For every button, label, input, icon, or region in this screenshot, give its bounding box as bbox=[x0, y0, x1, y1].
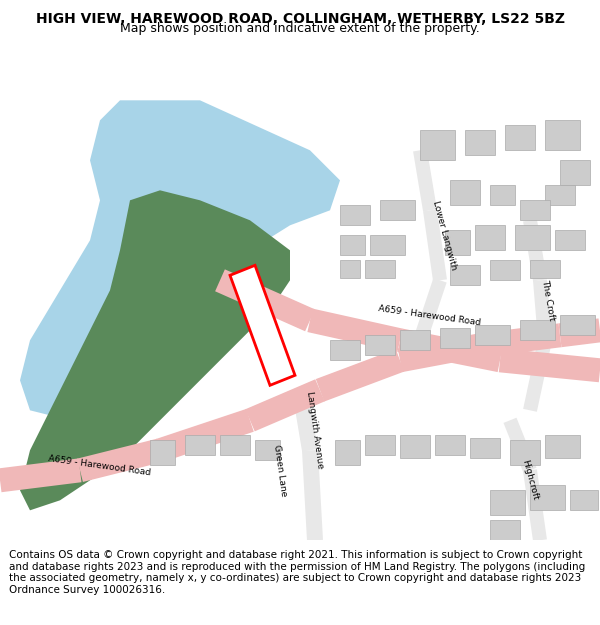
Polygon shape bbox=[520, 200, 550, 220]
Polygon shape bbox=[380, 200, 415, 220]
Polygon shape bbox=[340, 205, 370, 225]
Text: Green Lane: Green Lane bbox=[272, 444, 288, 497]
Polygon shape bbox=[330, 340, 360, 360]
Polygon shape bbox=[490, 490, 525, 515]
Polygon shape bbox=[523, 219, 547, 281]
Polygon shape bbox=[475, 225, 505, 250]
Polygon shape bbox=[400, 330, 430, 350]
Polygon shape bbox=[413, 149, 437, 211]
Polygon shape bbox=[365, 435, 395, 455]
Polygon shape bbox=[523, 339, 552, 412]
Polygon shape bbox=[490, 260, 520, 280]
Text: Langwith Avenue: Langwith Avenue bbox=[305, 391, 325, 469]
Polygon shape bbox=[398, 334, 482, 372]
Polygon shape bbox=[560, 160, 590, 185]
Polygon shape bbox=[479, 323, 562, 357]
Polygon shape bbox=[398, 329, 502, 372]
Polygon shape bbox=[490, 185, 515, 205]
Polygon shape bbox=[435, 435, 465, 455]
Polygon shape bbox=[0, 458, 82, 492]
Polygon shape bbox=[503, 418, 536, 473]
Polygon shape bbox=[545, 185, 575, 205]
Polygon shape bbox=[292, 389, 318, 452]
Polygon shape bbox=[423, 209, 447, 281]
Text: A659 - Harewood Road: A659 - Harewood Road bbox=[378, 304, 482, 327]
Polygon shape bbox=[400, 435, 430, 458]
Polygon shape bbox=[340, 260, 360, 278]
Polygon shape bbox=[20, 190, 290, 510]
Text: A659 - Harewood Road: A659 - Harewood Road bbox=[48, 454, 152, 477]
Polygon shape bbox=[545, 435, 580, 458]
Polygon shape bbox=[302, 450, 323, 541]
Polygon shape bbox=[515, 225, 550, 250]
Text: Map shows position and indicative extent of the property.: Map shows position and indicative extent… bbox=[120, 22, 480, 35]
Polygon shape bbox=[499, 348, 600, 382]
Text: HIGH VIEW, HAREWOOD ROAD, COLLINGHAM, WETHERBY, LS22 5BZ: HIGH VIEW, HAREWOOD ROAD, COLLINGHAM, WE… bbox=[35, 12, 565, 26]
Polygon shape bbox=[185, 435, 215, 455]
Polygon shape bbox=[365, 260, 395, 278]
Polygon shape bbox=[559, 318, 600, 348]
Polygon shape bbox=[316, 349, 404, 401]
Polygon shape bbox=[150, 440, 175, 465]
Polygon shape bbox=[220, 435, 250, 455]
Polygon shape bbox=[335, 440, 360, 465]
Polygon shape bbox=[530, 485, 565, 510]
Polygon shape bbox=[440, 328, 470, 348]
Polygon shape bbox=[560, 315, 595, 335]
Polygon shape bbox=[20, 100, 340, 420]
Polygon shape bbox=[445, 230, 470, 255]
Text: Lower Langwith: Lower Langwith bbox=[431, 199, 458, 271]
Polygon shape bbox=[245, 379, 325, 431]
Text: Highcroft: Highcroft bbox=[520, 459, 540, 502]
Polygon shape bbox=[523, 469, 547, 541]
Polygon shape bbox=[530, 260, 560, 278]
Polygon shape bbox=[465, 130, 495, 155]
Text: The Croft: The Croft bbox=[540, 279, 556, 322]
Polygon shape bbox=[77, 439, 163, 482]
Polygon shape bbox=[505, 125, 535, 150]
Polygon shape bbox=[230, 265, 295, 385]
Polygon shape bbox=[340, 235, 365, 255]
Polygon shape bbox=[475, 325, 510, 345]
Polygon shape bbox=[365, 335, 395, 355]
Polygon shape bbox=[255, 440, 280, 460]
Polygon shape bbox=[156, 409, 254, 462]
Polygon shape bbox=[215, 269, 315, 331]
Polygon shape bbox=[533, 280, 552, 341]
Polygon shape bbox=[470, 438, 500, 458]
Polygon shape bbox=[420, 130, 455, 160]
Polygon shape bbox=[307, 309, 403, 352]
Polygon shape bbox=[370, 235, 405, 255]
Text: Contains OS data © Crown copyright and database right 2021. This information is : Contains OS data © Crown copyright and d… bbox=[9, 550, 585, 595]
Polygon shape bbox=[413, 278, 446, 342]
Polygon shape bbox=[570, 490, 598, 510]
Polygon shape bbox=[545, 120, 580, 150]
Polygon shape bbox=[520, 320, 555, 340]
Polygon shape bbox=[555, 230, 585, 250]
Polygon shape bbox=[510, 440, 540, 465]
Polygon shape bbox=[490, 520, 520, 540]
Polygon shape bbox=[450, 265, 480, 285]
Polygon shape bbox=[450, 180, 480, 205]
